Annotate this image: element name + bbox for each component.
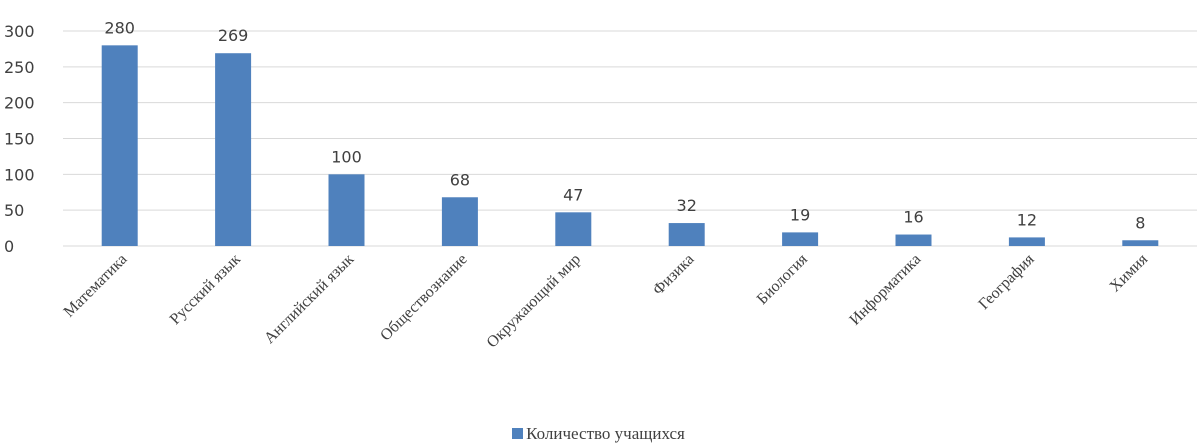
bar-6 bbox=[782, 232, 819, 246]
bars bbox=[101, 45, 1159, 247]
data-label-4: 47 bbox=[563, 185, 583, 204]
x-tick-label-5: Физика bbox=[650, 251, 698, 299]
data-label-8: 12 bbox=[1017, 210, 1037, 229]
gridlines bbox=[63, 30, 1197, 247]
data-label-9: 8 bbox=[1135, 213, 1145, 232]
x-tick-label-7: Информатика bbox=[846, 251, 924, 329]
x-tick-label-6: Биология bbox=[754, 250, 812, 308]
bar-3 bbox=[441, 197, 478, 246]
x-tick-label-2: Английский язык bbox=[261, 251, 357, 347]
x-tick-label-1: Русский язык bbox=[167, 251, 244, 328]
x-axis-labels: Математика Русский язык Английский язык Общ… bbox=[61, 250, 1152, 351]
bar-8 bbox=[1008, 237, 1045, 246]
bar-chart: 0 50 100 150 200 250 300 280 269 100 68 47 32 19 16 12… bbox=[4, 18, 1197, 351]
data-label-7: 16 bbox=[903, 208, 923, 227]
data-label-1: 269 bbox=[218, 26, 249, 45]
bar-1 bbox=[215, 53, 252, 246]
data-label-5: 32 bbox=[677, 196, 697, 215]
bar-2 bbox=[328, 174, 365, 246]
x-tick-label-0: Математика bbox=[61, 251, 131, 321]
x-tick-label-9: Химия bbox=[1106, 250, 1151, 295]
data-label-2: 100 bbox=[331, 147, 362, 166]
data-label-6: 19 bbox=[790, 205, 810, 224]
y-tick-label-250: 250 bbox=[4, 58, 35, 77]
data-label-0: 280 bbox=[104, 18, 135, 37]
data-label-3: 68 bbox=[450, 170, 470, 189]
y-tick-label-150: 150 bbox=[4, 130, 35, 149]
data-labels: 280 269 100 68 47 32 19 16 12 8 bbox=[104, 18, 1145, 232]
legend-label: Количество учащихся bbox=[526, 424, 685, 443]
x-tick-label-4: Окружающий мир bbox=[484, 251, 585, 352]
x-tick-label-8: География bbox=[975, 250, 1038, 313]
bar-5 bbox=[668, 223, 705, 246]
bar-7 bbox=[895, 234, 932, 246]
y-tick-label-300: 300 bbox=[4, 22, 35, 41]
bar-0 bbox=[101, 45, 138, 247]
y-tick-label-100: 100 bbox=[4, 165, 35, 184]
bar-9 bbox=[1122, 240, 1159, 246]
bar-4 bbox=[555, 212, 592, 246]
y-tick-label-200: 200 bbox=[4, 94, 35, 113]
legend: Количество учащихся bbox=[0, 424, 1197, 444]
y-tick-label-50: 50 bbox=[4, 201, 24, 220]
legend-swatch bbox=[512, 428, 524, 439]
y-axis-ticks: 0 50 100 150 200 250 300 bbox=[4, 22, 35, 256]
x-tick-label-3: Обществознание bbox=[377, 251, 471, 345]
y-tick-label-0: 0 bbox=[4, 237, 14, 256]
